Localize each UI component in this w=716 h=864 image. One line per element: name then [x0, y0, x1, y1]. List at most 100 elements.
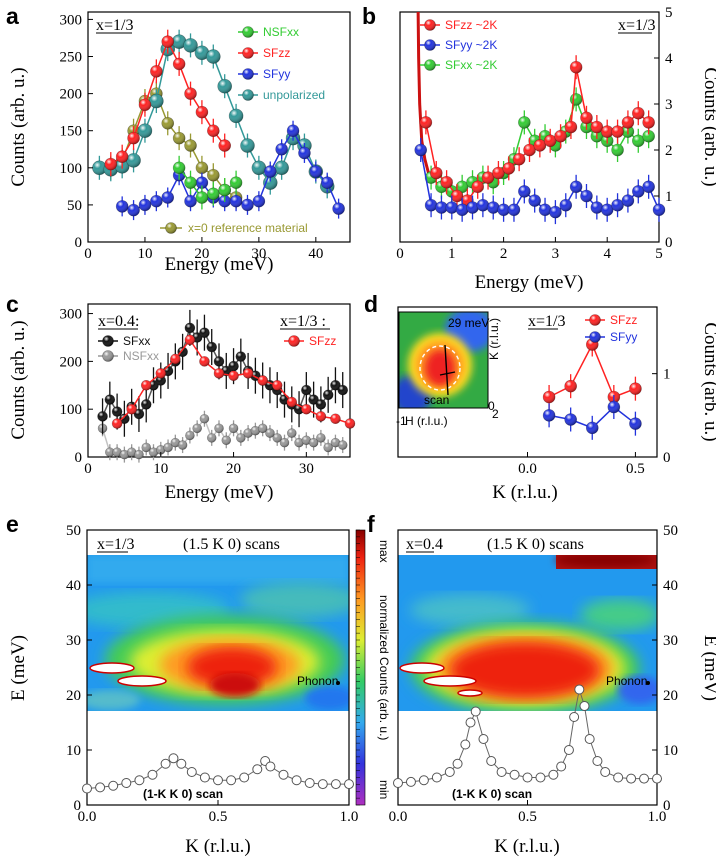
data-point — [119, 413, 130, 425]
series-sfzz — [111, 334, 356, 429]
legend-entry: unpolarized — [238, 88, 325, 102]
data-point — [177, 346, 188, 358]
y-tick-label: 300 — [60, 307, 83, 323]
legend-label: SFxx ~2K — [445, 58, 497, 72]
legend-entry: NSFxx — [238, 25, 299, 39]
legend-label: SFzz — [610, 313, 637, 327]
legend-marker — [242, 89, 254, 101]
y-tick-label: 0 — [663, 798, 671, 814]
data-point — [286, 396, 298, 408]
colorbar-ticks — [356, 529, 360, 806]
scan-marks-e — [82, 753, 354, 794]
x-tick-label: 2 — [500, 246, 508, 262]
data-point — [251, 160, 267, 176]
phonon-label-f: Phonon — [606, 674, 647, 688]
inset-xlabel: H (r.l.u.) — [405, 414, 448, 428]
data-point — [642, 116, 655, 129]
scan-area-e — [87, 711, 349, 805]
panel-a: a 0 10 20 30 40 0 50 100 150 200 250 300 x=1/3 NSFx… — [6, 3, 351, 275]
data-point — [141, 442, 152, 453]
colorbar-label: normalized Counts (arb. u.) — [377, 595, 391, 740]
data-point — [642, 129, 655, 143]
legend-label: unpolarized — [263, 88, 325, 102]
panel-letter-d: d — [364, 291, 378, 317]
data-point — [161, 116, 175, 130]
legend-marker — [165, 222, 177, 234]
data-point — [272, 433, 283, 443]
series-nsfxx — [172, 155, 243, 210]
scan-point — [600, 767, 611, 777]
data-point — [611, 125, 624, 138]
y-tick-label: 200 — [60, 354, 83, 370]
y-tick-label: 3 — [665, 97, 673, 113]
scan-point — [470, 706, 481, 717]
scan-point — [304, 778, 315, 788]
data-point — [228, 370, 239, 382]
scan-point — [509, 769, 520, 780]
data-point — [221, 435, 232, 446]
axis-ticks-d: 0.0 0.5 0 1 — [518, 367, 670, 477]
data-point — [652, 203, 666, 217]
scan-point — [579, 701, 590, 711]
data-point — [183, 38, 198, 53]
data-point — [257, 375, 268, 386]
data-point — [569, 60, 583, 74]
data-point — [192, 423, 202, 434]
data-point — [542, 390, 556, 404]
series-sfzz-2k — [419, 55, 655, 213]
y-tick-label: 50 — [663, 523, 678, 539]
data-point — [184, 322, 196, 334]
data-point — [126, 447, 137, 458]
xlabel-d: K (r.l.u.) — [492, 482, 557, 503]
title-e: (1.5 K 0) scans — [183, 536, 280, 553]
data-point — [150, 65, 163, 78]
panel-d: d 29 meV scan H (r.l.u.) -1 K (r.l.u.) 2… — [364, 291, 716, 503]
data-point — [533, 139, 547, 152]
scan-point — [393, 778, 403, 788]
legend-label: SFyy — [610, 330, 637, 344]
data-point — [528, 194, 541, 207]
data-point — [564, 413, 577, 426]
scan-point — [639, 773, 650, 784]
series-sfyy — [115, 120, 345, 221]
data-point — [471, 180, 485, 194]
data-point — [538, 203, 552, 217]
data-point — [170, 437, 181, 448]
plot-frame-c — [87, 303, 351, 458]
data-point — [115, 200, 129, 213]
scan-point — [147, 769, 158, 780]
data-point — [315, 399, 327, 410]
series-sfzz — [542, 332, 642, 409]
annotation-b: x=1/3 — [618, 17, 655, 34]
data-point — [481, 171, 495, 184]
annotation-a: x=1/3 — [96, 17, 133, 34]
inset-ytick: 2 — [492, 407, 499, 421]
data-point — [218, 139, 231, 152]
legend-entry: SFzz — [238, 46, 290, 60]
panel-letter-a: a — [6, 3, 19, 29]
data-point — [127, 131, 140, 145]
scan-point — [160, 758, 171, 769]
data-point — [115, 150, 129, 163]
data-point — [236, 433, 246, 443]
series-sfyy — [542, 395, 642, 440]
data-point — [241, 198, 254, 212]
data-point — [194, 45, 210, 61]
x-tick-label: 3 — [552, 246, 560, 262]
data-point — [155, 368, 167, 379]
data-point — [450, 189, 464, 203]
data-point — [523, 143, 536, 157]
data-point — [207, 124, 220, 138]
y-tick-label: 0 — [663, 450, 671, 466]
y-tick-label: 30 — [663, 633, 678, 649]
data-point — [206, 433, 217, 443]
data-point — [104, 157, 118, 171]
y-tick-label: 250 — [60, 50, 83, 66]
scan-point — [548, 769, 559, 780]
ylabel-c: Counts (arb. u.) — [8, 320, 29, 439]
data-point — [184, 194, 197, 208]
data-point — [600, 125, 614, 138]
data-point — [554, 129, 567, 143]
